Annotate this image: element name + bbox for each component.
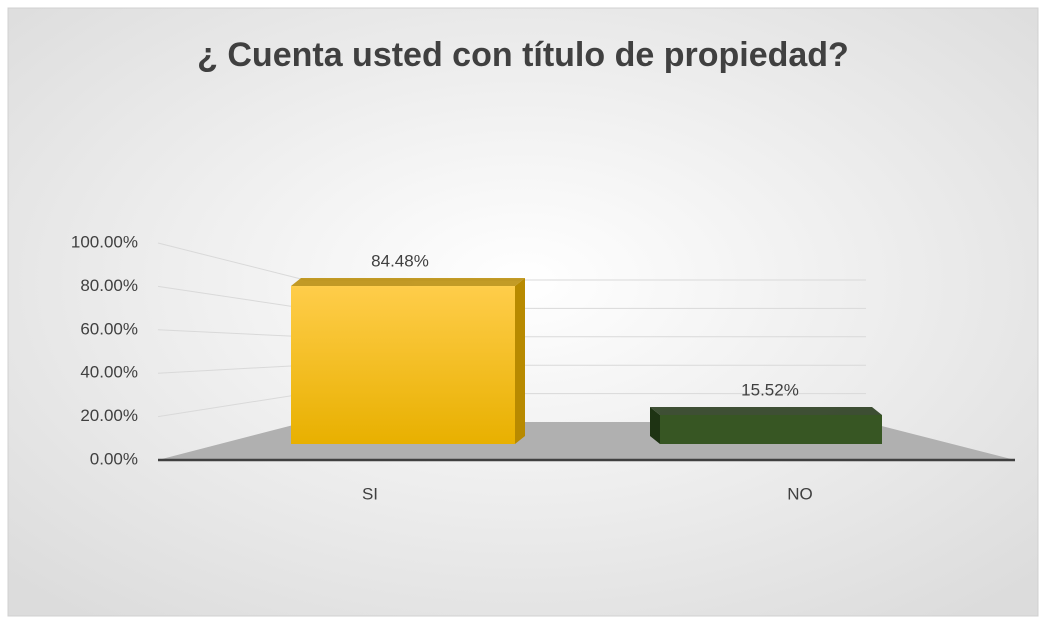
data-label: 84.48% [371,252,429,271]
grid-line [157,285,306,309]
bar-side [515,278,525,444]
chart-title: ¿ Cuenta usted con título de propiedad? [197,36,849,74]
grid-line [157,329,306,338]
bar-top [291,278,525,287]
bar-top [650,406,882,415]
y-tick-label: 80.00% [80,276,138,295]
bar [660,414,882,444]
x-tick-label: NO [787,484,813,503]
y-tick-label: 100.00% [71,232,138,251]
grid-line [157,364,306,374]
grid-line [157,393,306,418]
y-tick-label: 40.00% [80,363,138,382]
bar [291,286,515,444]
y-tick-label: 20.00% [80,406,138,425]
floor [158,422,1015,460]
y-tick-label: 60.00% [80,319,138,338]
x-tick-label: SI [362,484,378,503]
bar-side [650,406,660,444]
data-label: 15.52% [741,380,799,399]
y-tick-label: 0.00% [90,449,138,468]
grid-line [157,242,306,281]
